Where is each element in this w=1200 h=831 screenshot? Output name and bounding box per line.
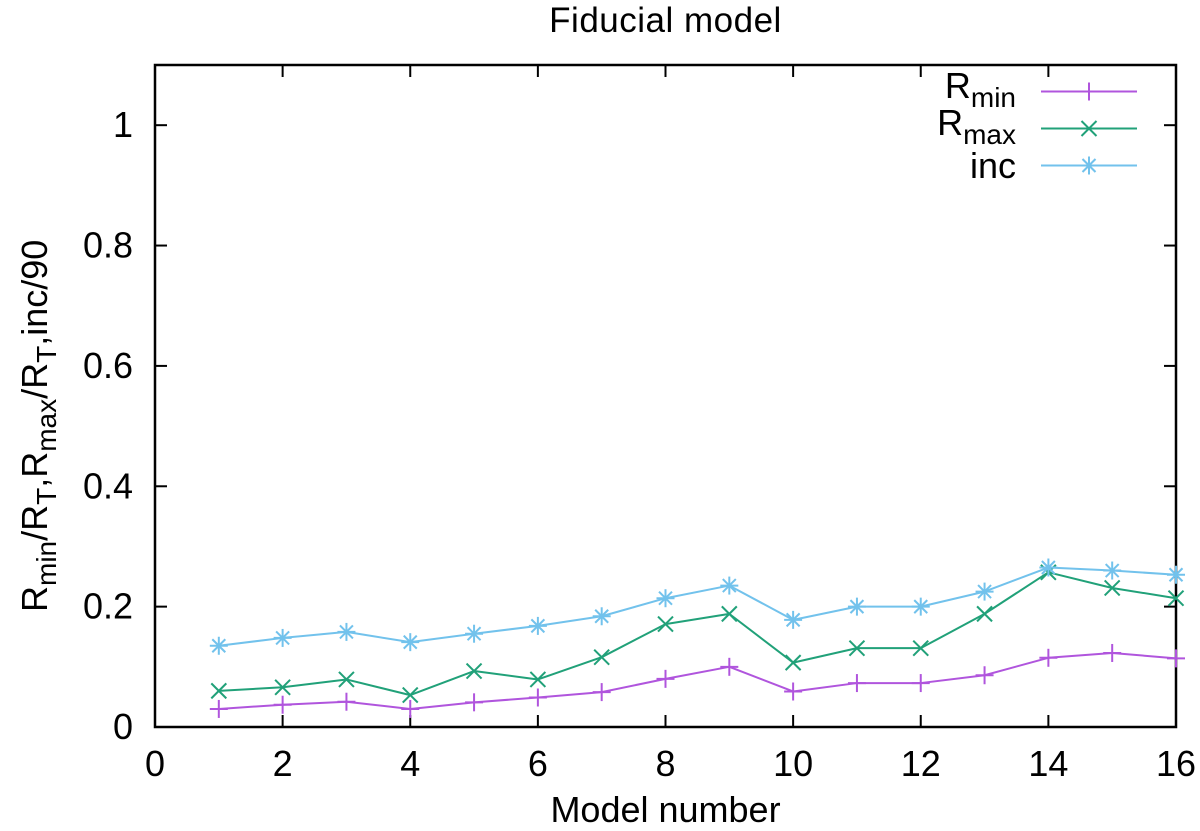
x-axis-tick-label: 0 xyxy=(145,743,165,784)
data-point-marker xyxy=(975,666,994,685)
legend-entry-R_min: Rmin xyxy=(937,67,1137,113)
y-axis-tick-label: 0 xyxy=(113,706,133,747)
data-point-marker xyxy=(338,671,355,688)
legend-swatch-asterisk-icon xyxy=(1041,156,1137,175)
x-axis-tick-label: 10 xyxy=(773,743,813,784)
data-point-marker xyxy=(1039,648,1058,667)
data-point-marker xyxy=(401,633,420,652)
data-point-marker xyxy=(528,688,547,707)
data-point-marker xyxy=(529,671,547,688)
data-point-marker xyxy=(784,610,803,629)
legend: Rmin Rmax inc xyxy=(937,67,1137,184)
data-point-marker xyxy=(1039,558,1058,577)
data-point-marker xyxy=(976,605,993,623)
y-axis-tick-label: 0.4 xyxy=(83,465,133,506)
legend-entry-label: inc xyxy=(969,145,1016,186)
y-axis-label: Rmin/RT,Rmax/RT,inc/90 xyxy=(14,239,62,612)
data-point-marker xyxy=(1103,561,1122,580)
data-point-marker xyxy=(402,686,419,704)
data-point-marker xyxy=(1167,565,1185,584)
data-point-marker xyxy=(465,624,484,643)
data-point-marker xyxy=(721,605,738,623)
data-point-marker xyxy=(656,669,675,688)
data-point-marker xyxy=(209,636,228,655)
data-point-marker xyxy=(593,648,610,666)
chart-title: Fiducial model xyxy=(549,1,782,40)
data-point-marker xyxy=(784,682,803,701)
data-point-marker xyxy=(1167,649,1185,668)
x-axis-tick-label: 14 xyxy=(1028,743,1068,784)
data-point-marker xyxy=(720,576,739,595)
data-point-marker xyxy=(1103,643,1122,662)
y-axis-tick-label: 0.8 xyxy=(83,225,133,266)
data-point-marker xyxy=(337,622,356,641)
y-axis-tick-label: 1 xyxy=(113,104,133,145)
data-point-marker xyxy=(210,682,228,700)
x-axis-label: Model number xyxy=(550,789,781,830)
series-line-R_max xyxy=(218,571,1177,697)
y-axis-tick-label: 0.6 xyxy=(83,345,133,386)
legend-entry-R_max: Rmax xyxy=(937,104,1137,150)
x-axis-tick-label: 16 xyxy=(1156,743,1196,784)
data-point-marker xyxy=(273,695,292,714)
data-point-marker xyxy=(592,607,611,626)
x-axis-tick-label: 8 xyxy=(655,743,675,784)
data-point-marker xyxy=(592,683,611,702)
data-point-marker xyxy=(847,597,866,616)
y-axis-tick-label: 0.2 xyxy=(83,586,133,627)
data-point-marker xyxy=(975,582,994,601)
x-axis-tick-label: 4 xyxy=(400,743,420,784)
legend-swatch-plus-icon xyxy=(1041,82,1137,101)
data-point-marker xyxy=(657,615,674,633)
data-point-marker xyxy=(465,662,483,680)
data-point-marker xyxy=(209,699,228,718)
data-point-marker xyxy=(848,639,866,657)
legend-swatch-cross-icon xyxy=(1041,120,1137,137)
data-point-marker xyxy=(720,657,739,676)
data-point-marker xyxy=(912,639,929,657)
legend-entry-label: Rmin xyxy=(944,65,1016,113)
x-axis-tick-label: 12 xyxy=(901,743,941,784)
series-line-inc xyxy=(218,566,1177,647)
data-point-marker xyxy=(401,699,420,718)
data-point-marker xyxy=(911,674,930,693)
legend-entry-inc: inc xyxy=(937,147,1137,184)
legend-entry-label: Rmax xyxy=(937,102,1016,150)
data-point-marker xyxy=(465,693,484,712)
data-point-marker xyxy=(337,692,356,711)
series-line-R_min xyxy=(218,651,1177,710)
x-axis-tick-label: 6 xyxy=(528,743,548,784)
data-point-marker xyxy=(273,628,292,647)
x-axis-tick-label: 2 xyxy=(273,743,293,784)
data-point-marker xyxy=(911,597,930,616)
data-point-marker xyxy=(847,674,866,693)
data-point-marker xyxy=(528,616,547,635)
data-point-marker xyxy=(274,679,291,696)
data-point-marker xyxy=(784,654,802,671)
data-point-marker xyxy=(1167,590,1185,607)
data-point-marker xyxy=(1103,579,1121,597)
data-point-marker xyxy=(656,589,675,608)
